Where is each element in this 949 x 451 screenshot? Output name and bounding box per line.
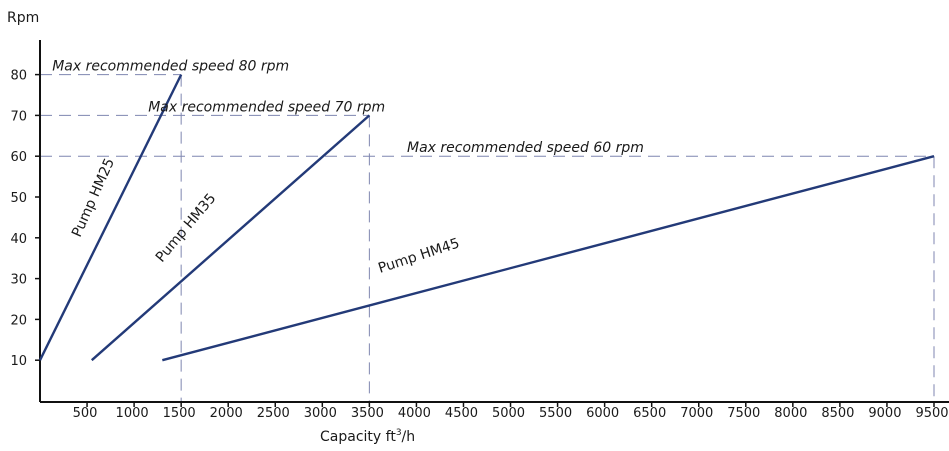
x-tick-label: 2500 <box>257 406 290 421</box>
annotations: Max recommended speed 80 rpm Max recommen… <box>52 59 644 157</box>
x-tick-label: 7000 <box>680 406 713 421</box>
y-axis-label: Rpm <box>7 10 39 26</box>
y-tick-label: 50 <box>10 191 27 206</box>
y-tick-label: 40 <box>10 232 27 247</box>
y-tick-label: 70 <box>10 109 27 124</box>
y-tick-label: 20 <box>10 313 27 328</box>
x-axis-label-superscript: 3 <box>396 428 402 438</box>
y-tick-label: 30 <box>10 273 27 288</box>
x-tick-label: 9500 <box>915 406 948 421</box>
guide-lines <box>40 74 935 402</box>
x-axis-label-main: Capacity ft <box>320 429 396 445</box>
x-tick-label: 6500 <box>633 406 666 421</box>
x-tick-label: 3000 <box>304 406 337 421</box>
x-tick-label: 5500 <box>539 406 572 421</box>
y-tick-label: 60 <box>10 150 27 165</box>
x-axis-label-tail: /h <box>402 429 416 445</box>
x-tick-label: 8000 <box>774 406 807 421</box>
y-tick-label: 10 <box>10 354 27 369</box>
series-labels: Pump HM25 Pump HM35 Pump HM45 <box>69 156 462 277</box>
x-tick-label: 6000 <box>586 406 619 421</box>
series-line <box>38 74 183 361</box>
x-tick-label: 4000 <box>398 406 431 421</box>
series-line <box>90 114 371 362</box>
x-tick-label: 1000 <box>116 406 149 421</box>
axes <box>39 40 949 403</box>
series-label: Pump HM35 <box>153 191 220 266</box>
series-label: Pump HM45 <box>376 235 461 276</box>
max-speed-annotation: Max recommended speed 70 rpm <box>148 99 385 115</box>
x-axis-label: Capacity ft3/h <box>320 428 415 445</box>
x-tick-label: 500 <box>73 406 98 421</box>
x-tick-label: 2000 <box>210 406 243 421</box>
x-tick-label: 3500 <box>351 406 384 421</box>
series-line <box>162 155 935 362</box>
series-label: Pump HM25 <box>69 156 118 240</box>
x-tick-label: 9000 <box>868 406 901 421</box>
x-tick-label: 1500 <box>163 406 196 421</box>
x-tick-label: 8500 <box>821 406 854 421</box>
max-speed-annotation: Max recommended speed 80 rpm <box>52 59 289 75</box>
x-tick-label: 5000 <box>492 406 525 421</box>
max-speed-annotation: Max recommended speed 60 rpm <box>407 140 644 156</box>
x-tick-label: 7500 <box>727 406 760 421</box>
series-lines <box>38 74 935 362</box>
y-tick-label: 80 <box>10 69 27 84</box>
x-axis-ticks: 500 1000 1500 2000 2500 3000 3500 4000 4500 5000 5… <box>73 402 949 421</box>
y-axis-ticks: 10 20 30 40 50 60 70 80 <box>10 69 40 369</box>
x-tick-label: 4500 <box>445 406 478 421</box>
